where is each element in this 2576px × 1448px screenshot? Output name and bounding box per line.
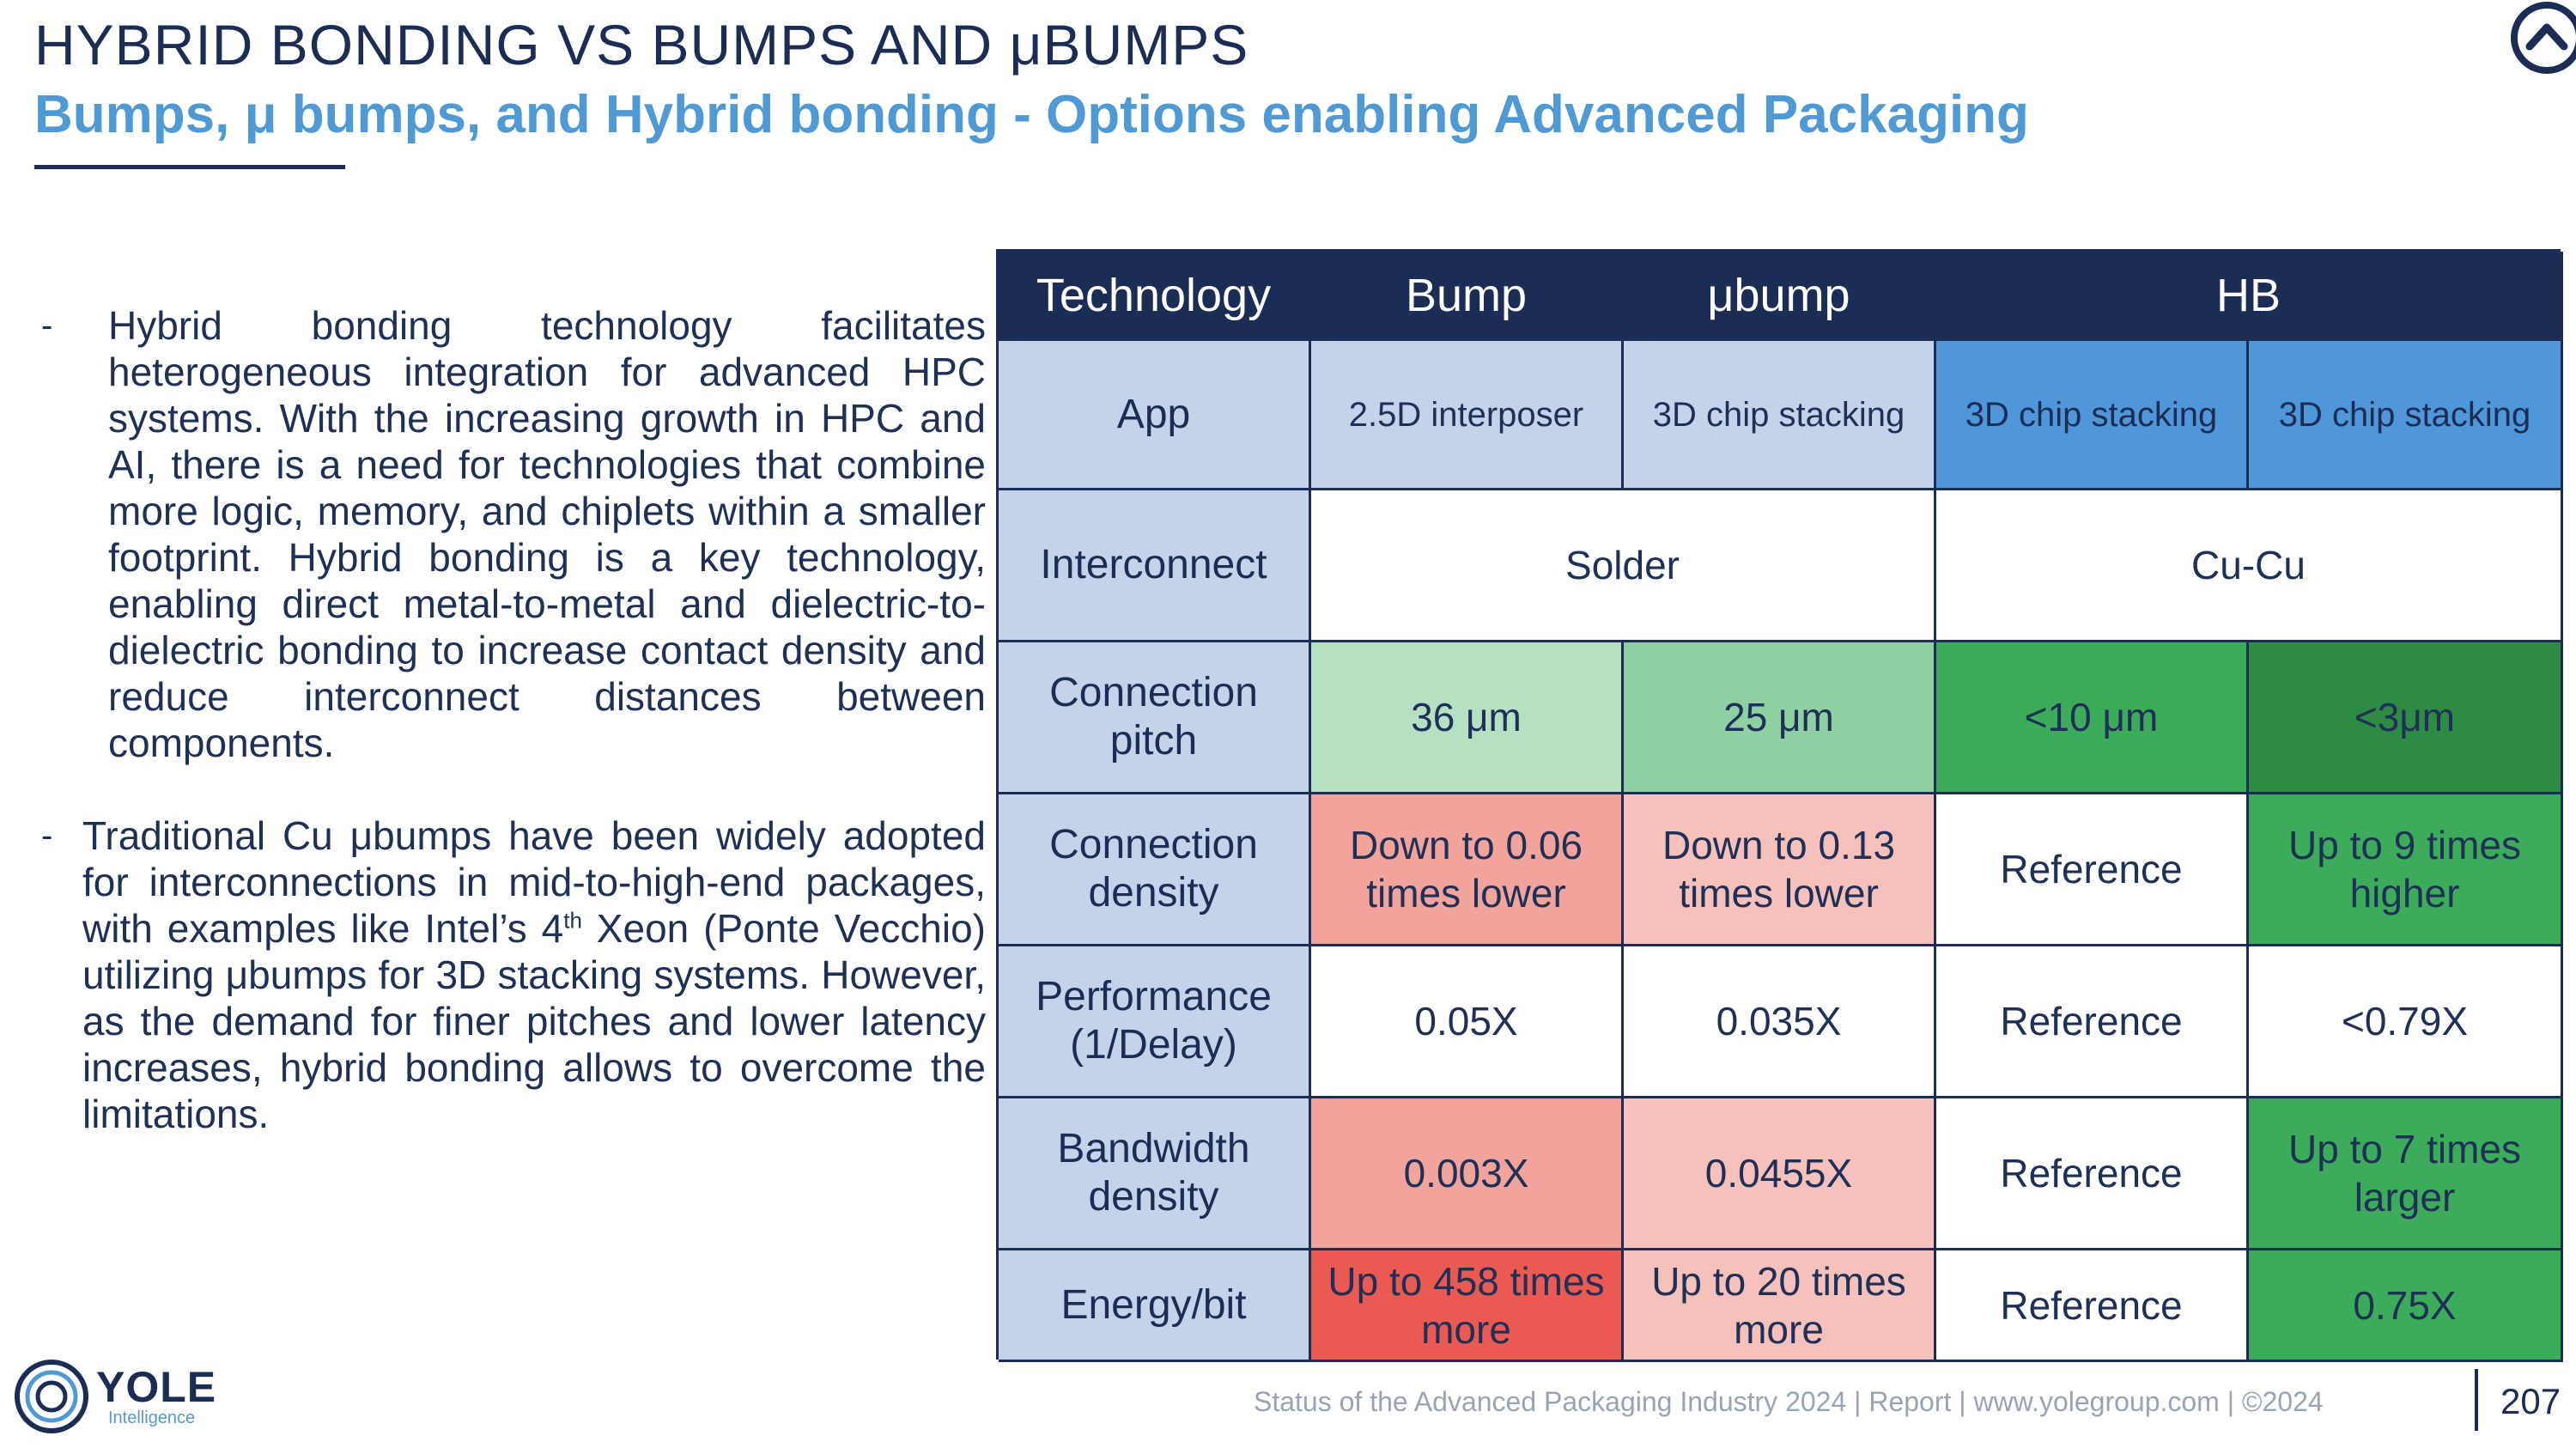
bullet-ubumps: - Traditional Cu μbumps have been widely… (34, 812, 986, 1137)
row-label-interconnect: Interconnect (999, 490, 1311, 642)
row-label-app: App (999, 341, 1311, 490)
row-label-pitch: Connection pitch (999, 642, 1311, 794)
performance-bump: 0.05X (1311, 946, 1624, 1098)
page-subtitle: Bumps, μ bumps, and Hybrid bonding - Opt… (34, 85, 2029, 144)
logo-subtitle: Intelligence (108, 1408, 196, 1427)
title-underline (34, 165, 345, 169)
bullet-text-end: Xeon (Ponte Vecchio) utilizing μbumps fo… (82, 906, 986, 1136)
row-label-performance: Performance (1/Delay) (999, 946, 1311, 1098)
scroll-up-icon[interactable] (2504, 0, 2576, 77)
row-label-density: Connection density (999, 794, 1311, 946)
bullet-list: - Hybrid bonding technology facilitates … (34, 302, 986, 1183)
pitch-ubump: 25 μm (1624, 642, 1936, 794)
pitch-hb-1: <10 μm (1936, 642, 2249, 794)
pitch-hb-2: <3μm (2249, 642, 2563, 794)
header-ubump: μbump (1624, 252, 1936, 341)
interconnect-solder: Solder (1311, 490, 1936, 642)
bandwidth-hb-1: Reference (1936, 1098, 2249, 1250)
header-technology: Technology (999, 252, 1311, 341)
header-hb: HB (1936, 252, 2563, 341)
density-bump: Down to 0.06 times lower (1311, 794, 1624, 946)
performance-hb-1: Reference (1936, 946, 2249, 1098)
bullet-text: Hybrid bonding technology facilitates he… (108, 303, 986, 765)
energy-bump: Up to 458 times more (1311, 1250, 1624, 1362)
app-hb-1: 3D chip stacking (1936, 341, 2249, 490)
app-bump: 2.5D interposer (1311, 341, 1624, 490)
logo-wordmark: YOLE (96, 1363, 217, 1411)
header-bump: Bump (1311, 252, 1624, 341)
bandwidth-bump: 0.003X (1311, 1098, 1624, 1250)
performance-hb-2: <0.79X (2249, 946, 2563, 1098)
bandwidth-ubump: 0.0455X (1624, 1098, 1936, 1250)
pitch-bump: 36 μm (1311, 642, 1624, 794)
density-hb-2: Up to 9 times higher (2249, 794, 2563, 946)
density-ubump: Down to 0.13 times lower (1624, 794, 1936, 946)
density-hb-1: Reference (1936, 794, 2249, 946)
energy-hb-1: Reference (1936, 1250, 2249, 1362)
app-ubump: 3D chip stacking (1624, 341, 1936, 490)
energy-ubump: Up to 20 times more (1624, 1250, 1936, 1362)
footer-divider (2475, 1369, 2478, 1431)
comparison-table: Technology Bump μbump HB App 2.5D interp… (996, 249, 2563, 1362)
row-label-energy: Energy/bit (999, 1250, 1311, 1362)
interconnect-cucu: Cu-Cu (1936, 490, 2563, 642)
bullet-dash: - (41, 307, 53, 344)
footer-text: Status of the Advanced Packaging Industr… (1254, 1386, 2324, 1417)
row-label-bandwidth: Bandwidth density (999, 1098, 1311, 1250)
bullet-superscript: th (563, 907, 582, 934)
page-number: 207 (2500, 1381, 2561, 1421)
yole-logo-icon (15, 1360, 88, 1433)
bandwidth-hb-2: Up to 7 times larger (2249, 1098, 2563, 1250)
bullet-dash: - (41, 817, 53, 855)
page-title: HYBRID BONDING VS BUMPS AND μBUMPS (34, 13, 1249, 76)
bullet-hybrid-bonding: - Hybrid bonding technology facilitates … (34, 302, 986, 766)
bullet-text-start: Traditional Cu μbumps have been widely a… (82, 813, 986, 951)
energy-hb-2: 0.75X (2249, 1250, 2563, 1362)
app-hb-2: 3D chip stacking (2249, 341, 2563, 490)
performance-ubump: 0.035X (1624, 946, 1936, 1098)
